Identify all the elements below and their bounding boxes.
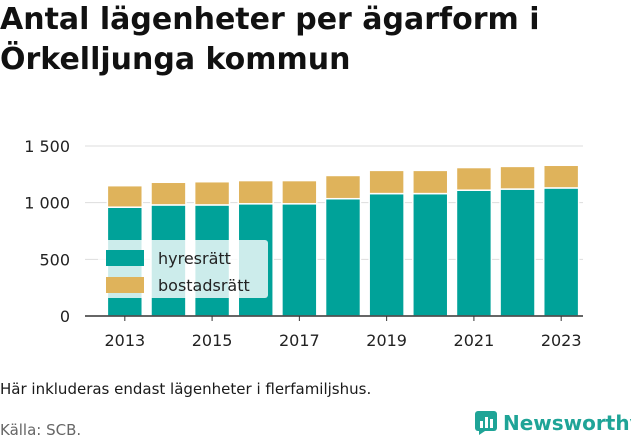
bar-bostadsratt-2019 [368,169,405,195]
bar-bostadsratt-2015 [193,180,231,206]
legend-swatch-hyresratt [106,250,144,266]
x-tick-label: 2015 [192,331,233,350]
legend-swatch-bostadsratt [106,277,144,293]
source-text: Källa: SCB. [0,421,82,439]
bar-bostadsratt-2022 [499,165,536,190]
bar-bostadsratt-2018 [324,174,362,200]
bar-bostadsratt-2017 [281,179,318,205]
y-tick-label: 1 500 [24,137,70,156]
chart-note: Här inkluderas endast lägenheter i flerf… [0,380,372,398]
chart-title: Antal lägenheter per ägarform i Örkellju… [0,2,540,77]
x-tick-label: 2023 [541,331,582,350]
x-tick-label: 2013 [104,331,145,350]
legend: hyresrätt bostadsrätt [98,240,268,298]
bar-hyresratt-2018 [324,197,362,317]
bar-hyresratt-2022 [499,188,536,317]
y-tick-label: 0 [60,307,70,326]
bar-bostadsratt-2023 [542,164,580,189]
x-tick-label: 2017 [279,331,320,350]
bar-bostadsratt-2020 [412,169,449,195]
bar-hyresratt-2017 [281,203,318,317]
newsworthy-logo-icon [475,411,497,435]
bar-bostadsratt-2014 [150,181,187,206]
bar-hyresratt-2019 [368,192,405,317]
x-axis-tick-labels: 2013 2015 2017 2019 2021 2023 [104,316,582,350]
bar-bostadsratt-2021 [455,166,493,191]
brand-logo: Newsworthy [475,408,631,438]
x-tick-label: 2021 [454,331,495,350]
y-tick-label: 500 [39,250,70,269]
x-tick-label: 2019 [366,331,407,350]
legend-label-hyresratt: hyresrätt [158,249,231,268]
legend-label-bostadsratt: bostadsrätt [158,276,250,295]
bar-hyresratt-2020 [412,192,449,317]
y-axis-tick-labels: 0 500 1 000 1 500 [24,137,70,326]
y-tick-label: 1 000 [24,194,70,213]
bar-hyresratt-2021 [455,189,493,317]
bar-bostadsratt-2013 [106,184,144,208]
brand-name: Newsworthy [503,411,631,435]
bar-bostadsratt-2016 [237,179,274,205]
bar-hyresratt-2023 [542,187,580,317]
